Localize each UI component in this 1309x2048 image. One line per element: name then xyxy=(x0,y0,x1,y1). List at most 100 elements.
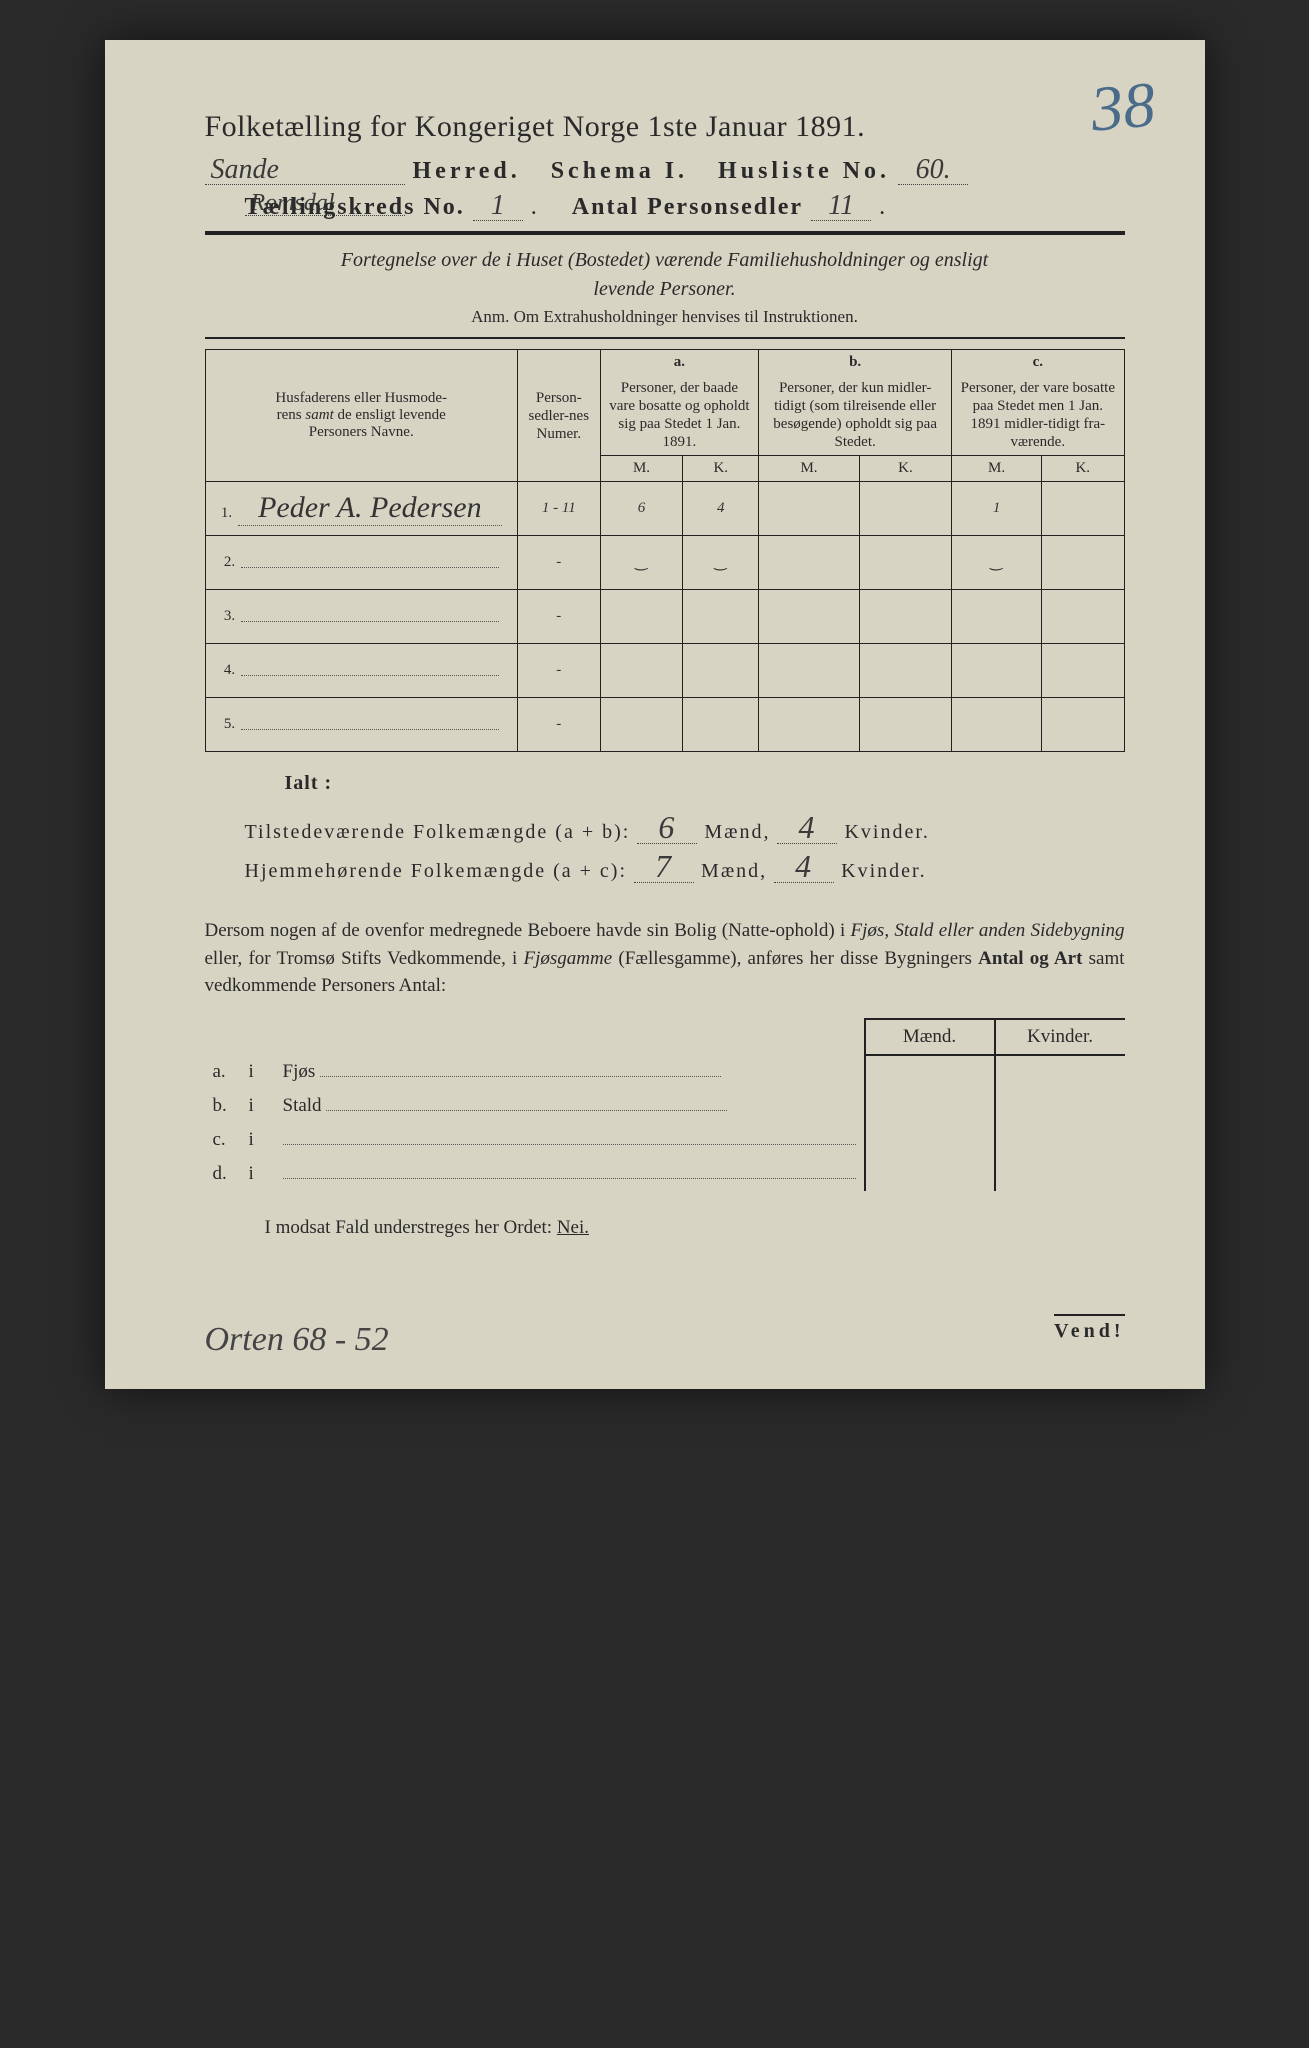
bld-i: i xyxy=(241,1123,275,1157)
bld-row: d. i xyxy=(205,1157,1125,1191)
bld-lab: b. xyxy=(205,1089,241,1123)
sum2-kvinder: Kvinder. xyxy=(841,860,926,882)
cell-ak: 4 xyxy=(683,482,759,536)
table-row: 2. - ‿ ‿ ‿ xyxy=(205,536,1124,590)
line-herred: Sande Herred. Schema I. Husliste No. 60. xyxy=(205,156,1125,185)
row-name: Peder A. Pedersen xyxy=(238,491,502,526)
row-num: 5. xyxy=(224,716,235,732)
herred-value: Sande xyxy=(205,156,405,185)
bottom-handwritten: Orten 68 - 52 xyxy=(205,1321,389,1359)
bld-txt: Stald xyxy=(283,1095,322,1116)
building-paragraph: Dersom nogen af de ovenfor medregnede Be… xyxy=(205,917,1125,1000)
cell-numer: - xyxy=(517,698,600,752)
schema-label: Schema I. xyxy=(551,158,688,185)
cell-numer: - xyxy=(517,644,600,698)
row-num: 2. xyxy=(224,554,235,570)
sum2-label: Hjemmehørende Folkemængde (a + c): xyxy=(245,860,628,882)
cell-am: ‿ xyxy=(600,536,683,590)
nei-pre: I modsat Fald understreges her Ordet: xyxy=(265,1217,557,1238)
bld-row: b. i Stald xyxy=(205,1089,1125,1123)
cell-ck xyxy=(1042,536,1124,590)
col-names-header: Husfaderens eller Husmode-rens samt de e… xyxy=(205,350,517,482)
bld-i: i xyxy=(241,1157,275,1191)
antal-value: 11 xyxy=(811,192,871,221)
bld-row: a. i Fjøs xyxy=(205,1055,1125,1089)
anm-line: Anm. Om Extrahusholdninger henvises til … xyxy=(205,307,1125,327)
table-row: 5. - xyxy=(205,698,1124,752)
kreds-value: 1 xyxy=(473,192,523,221)
bld-lab: d. xyxy=(205,1157,241,1191)
main-table: Husfaderens eller Husmode-rens samt de e… xyxy=(205,349,1125,752)
col-a-k: K. xyxy=(683,456,759,482)
col-numer-header: Person-sedler-nes Numer. xyxy=(517,350,600,482)
col-a-m: M. xyxy=(600,456,683,482)
herred-label: Herred. xyxy=(413,158,521,185)
table-row: 1. Peder A. Pedersen 1 - 11 6 4 1 xyxy=(205,482,1124,536)
census-form-page: 38 Folketælling for Kongeriget Norge 1st… xyxy=(105,40,1205,1389)
sum2-m: 7 xyxy=(634,850,694,883)
col-a-label: a. xyxy=(600,350,759,376)
cell-ak: ‿ xyxy=(683,536,759,590)
bld-kvinder-header: Kvinder. xyxy=(995,1019,1125,1055)
bld-row: c. i xyxy=(205,1123,1125,1157)
bld-txt: Fjøs xyxy=(283,1061,316,1082)
table-header-row-1: Husfaderens eller Husmode-rens samt de e… xyxy=(205,350,1124,376)
sum1-k: 4 xyxy=(777,811,837,844)
kreds-label: Tællingskreds No. xyxy=(245,194,465,221)
col-b-text: Personer, der kun midler-tidigt (som til… xyxy=(759,375,952,456)
bld-i: i xyxy=(241,1089,275,1123)
building-table: Mænd. Kvinder. a. i Fjøs b. i Stald c. i… xyxy=(205,1018,1125,1191)
sum2-k: 4 xyxy=(774,850,834,883)
sum1-label: Tilstedeværende Folkemængde (a + b): xyxy=(245,821,631,843)
cell-bm xyxy=(759,536,860,590)
sum2-maend: Mænd, xyxy=(701,860,767,882)
sum1-maend: Mænd, xyxy=(704,821,770,843)
intro-line-2: levende Personer. xyxy=(205,278,1125,301)
sum-line-1: Tilstedeværende Folkemængde (a + b): 6 M… xyxy=(245,811,1125,844)
cell-ck xyxy=(1042,482,1124,536)
husliste-value: 60. xyxy=(898,156,968,185)
bld-lab: c. xyxy=(205,1123,241,1157)
sum-line-2: Hjemmehørende Folkemængde (a + c): 7 Mæn… xyxy=(245,850,1125,883)
col-c-m: M. xyxy=(952,456,1042,482)
sum1-kvinder: Kvinder. xyxy=(844,821,929,843)
cell-numer: - xyxy=(517,590,600,644)
page-number-handwritten: 38 xyxy=(1087,67,1157,146)
col-c-k: K. xyxy=(1042,456,1124,482)
row-num: 1. xyxy=(221,505,232,521)
rule-1 xyxy=(205,231,1125,235)
col-b-m: M. xyxy=(759,456,860,482)
table-row: 4. - xyxy=(205,644,1124,698)
bld-lab: a. xyxy=(205,1055,241,1089)
table-row: 3. - xyxy=(205,590,1124,644)
intro-line-1: Fortegnelse over de i Huset (Bostedet) v… xyxy=(205,249,1125,272)
bld-i: i xyxy=(241,1055,275,1089)
row-num: 4. xyxy=(224,662,235,678)
col-c-label: c. xyxy=(952,350,1124,376)
nei-word: Nei. xyxy=(557,1217,589,1238)
cell-numer: 1 - 11 xyxy=(517,482,600,536)
col-a-text: Personer, der baade vare bosatte og opho… xyxy=(600,375,759,456)
cell-bk xyxy=(859,536,951,590)
cell-bm xyxy=(759,482,860,536)
cell-cm: ‿ xyxy=(952,536,1042,590)
cell-am: 6 xyxy=(600,482,683,536)
vend-label: Vend! xyxy=(1054,1314,1124,1343)
header-block: Folketælling for Kongeriget Norge 1ste J… xyxy=(205,110,1125,221)
row-num: 3. xyxy=(224,608,235,624)
nei-line: I modsat Fald understreges her Ordet: Ne… xyxy=(265,1217,1125,1239)
sum1-m: 6 xyxy=(637,811,697,844)
line-kreds-2: Tællingskreds No. 1 . Antal Personsedler… xyxy=(245,192,1125,221)
bld-header-row: Mænd. Kvinder. xyxy=(205,1019,1125,1055)
bld-maend-header: Mænd. xyxy=(865,1019,995,1055)
form-title: Folketælling for Kongeriget Norge 1ste J… xyxy=(205,110,1125,144)
col-c-text: Personer, der vare bosatte paa Stedet me… xyxy=(952,375,1124,456)
ialt-label: Ialt : xyxy=(285,772,1125,795)
rule-2 xyxy=(205,337,1125,339)
husliste-label: Husliste No. xyxy=(718,158,890,185)
cell-cm: 1 xyxy=(952,482,1042,536)
antal-label: Antal Personsedler xyxy=(572,194,803,221)
col-b-k: K. xyxy=(859,456,951,482)
cell-bk xyxy=(859,482,951,536)
col-b-label: b. xyxy=(759,350,952,376)
